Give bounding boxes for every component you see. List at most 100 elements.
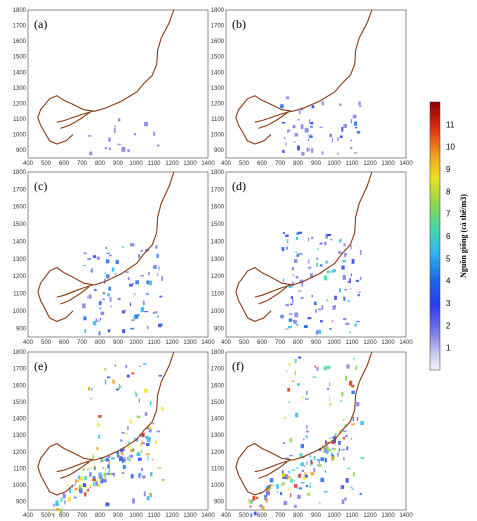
density-patch (316, 262, 318, 267)
density-patch (88, 386, 91, 391)
density-patch (105, 246, 107, 250)
x-tick-label: 400 (221, 161, 232, 167)
density-patch (92, 478, 96, 481)
density-patch (345, 322, 350, 325)
density-patch (151, 458, 154, 461)
density-patch (310, 135, 313, 138)
density-patch (300, 443, 304, 449)
density-patch (286, 370, 288, 372)
density-patch (132, 498, 135, 504)
x-tick-label: 1100 (346, 340, 360, 346)
density-patch (114, 273, 117, 275)
density-patch (325, 446, 329, 450)
density-patch (253, 511, 257, 516)
density-patch (93, 481, 95, 487)
density-patch (285, 328, 289, 330)
density-patch (294, 504, 297, 508)
density-patch (280, 104, 284, 109)
density-patch (331, 269, 333, 274)
y-tick-label: 1600 (211, 383, 225, 389)
density-patch (357, 293, 360, 297)
density-patch (350, 119, 353, 124)
density-patch (133, 244, 136, 246)
x-tick-label: 800 (95, 513, 106, 519)
colorbar-tick: 10 (446, 143, 455, 152)
density-patch (132, 283, 134, 285)
density-patch (106, 472, 109, 475)
density-patch (341, 448, 345, 451)
density-patch (116, 387, 120, 390)
coastline (235, 9, 373, 145)
density-patch (139, 434, 143, 437)
panel-frame (27, 351, 209, 511)
x-tick-label: 1100 (346, 513, 360, 519)
density-patch (320, 320, 323, 323)
density-patch (340, 391, 344, 397)
density-patch (353, 357, 355, 360)
density-patch (301, 469, 304, 472)
density-patch (140, 307, 144, 313)
y-tick-label: 1800 (13, 170, 27, 176)
density-patch (148, 271, 150, 276)
density-patch (298, 110, 301, 114)
density-patch (69, 488, 71, 493)
colorbar-tick: 4 (446, 277, 451, 286)
density-patch (305, 435, 308, 439)
density-patch (281, 121, 286, 124)
density-patch (122, 459, 124, 464)
x-tick-label: 1300 (183, 161, 197, 167)
x-tick-label: 1000 (129, 161, 143, 167)
density-patch (331, 453, 333, 456)
density-patch (297, 119, 300, 121)
density-patch (122, 464, 126, 469)
y-tick-label: 1500 (13, 55, 27, 61)
density-patch (97, 483, 101, 488)
x-tick-label: 600 (59, 340, 70, 346)
density-patch (121, 472, 125, 474)
density-patch (334, 444, 336, 446)
density-patch (104, 147, 107, 149)
density-patch (133, 314, 136, 320)
density-patch (87, 488, 90, 492)
density-patch (104, 379, 107, 385)
y-tick-label: 1600 (13, 383, 27, 389)
density-patch (312, 376, 317, 378)
density-patch (359, 276, 362, 281)
density-patch (296, 232, 299, 235)
density-patch (338, 239, 342, 243)
density-patch (105, 502, 110, 507)
panel-label: (c) (34, 179, 47, 193)
density-patch (350, 244, 352, 250)
y-tick-label: 1800 (13, 350, 27, 356)
density-patch (326, 299, 329, 302)
density-patch (338, 448, 340, 452)
density-patch (331, 456, 334, 461)
density-patch (290, 493, 292, 498)
density-patch (294, 370, 296, 376)
density-patch (287, 129, 290, 133)
density-patch (158, 266, 160, 271)
x-tick-label: 800 (293, 340, 304, 346)
density-patch (146, 437, 151, 443)
density-patch (283, 501, 288, 505)
density-patch (337, 152, 339, 155)
density-patch (281, 482, 285, 486)
density-patch (281, 247, 285, 251)
density-patch (91, 268, 93, 273)
density-patch (266, 490, 270, 495)
density-patch (309, 119, 311, 125)
x-tick-label: 400 (221, 513, 232, 519)
density-patch (64, 501, 66, 505)
density-patch (316, 257, 319, 260)
density-patch (107, 329, 111, 333)
density-patch (338, 441, 341, 446)
density-patch (308, 148, 310, 151)
density-patch (119, 456, 121, 459)
x-tick-label: 400 (23, 340, 34, 346)
density-patch (90, 270, 92, 272)
density-patch (74, 487, 78, 491)
density-patch (326, 234, 331, 236)
density-patch (90, 485, 92, 489)
density-patch (268, 487, 272, 490)
